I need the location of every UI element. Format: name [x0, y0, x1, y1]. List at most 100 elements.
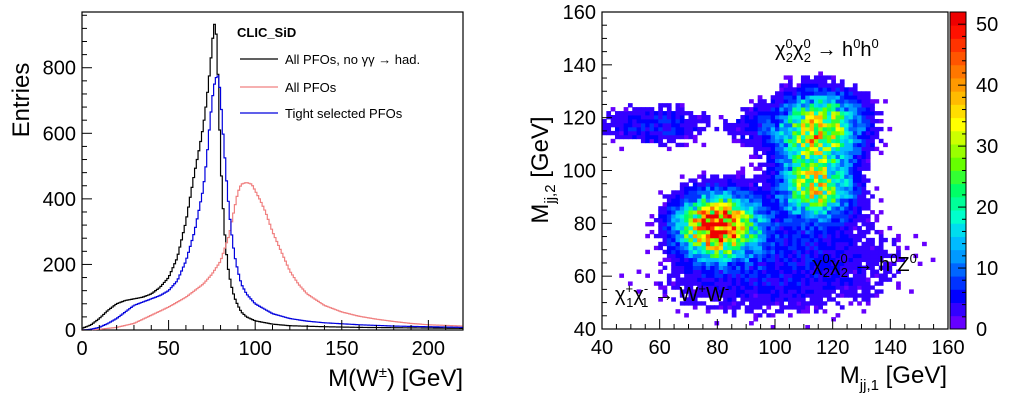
heatmap-cell: [779, 134, 785, 140]
heatmap-cell: [740, 206, 746, 211]
heatmap-cell: [697, 210, 702, 215]
heatmap-cell: [835, 91, 841, 96]
y-tick-label: 600: [43, 123, 76, 145]
heatmap-cell: [697, 130, 702, 136]
heatmap-cell: [736, 210, 741, 215]
heatmap-cell: [779, 245, 785, 251]
heatmap-cell: [852, 182, 858, 187]
heatmap-cell: [662, 126, 668, 132]
heatmap-cell: [723, 245, 728, 251]
heatmap-cell: [705, 281, 711, 286]
heatmap-cell: [610, 107, 616, 112]
heatmap-cell: [744, 285, 750, 290]
heatmap-cell: [675, 237, 681, 243]
heatmap-cell: [861, 126, 867, 132]
heatmap-cell: [861, 198, 867, 203]
heatmap-cell: [753, 182, 759, 187]
heatmap-cell: [826, 83, 832, 88]
heatmap-cell: [857, 261, 862, 266]
heatmap-cell: [675, 253, 681, 259]
heatmap-cell: [783, 83, 789, 88]
heatmap-cell: [822, 79, 828, 84]
heatmap-cell: [710, 214, 715, 219]
heatmap-cell: [922, 241, 927, 247]
heatmap-cell: [753, 166, 759, 171]
heatmap-cell: [636, 107, 642, 112]
heatmap-cell: [619, 130, 625, 136]
heatmap-cell: [770, 210, 776, 215]
heatmap-cell: [839, 146, 845, 152]
heatmap-cell: [779, 202, 785, 207]
heatmap-cell: [658, 285, 663, 290]
heatmap-cell: [727, 130, 733, 136]
heatmap-cell: [636, 269, 642, 274]
heatmap-cell: [727, 122, 733, 128]
heatmap-cell: [848, 146, 854, 152]
heatmap-cell: [800, 118, 806, 124]
heatmap-cell: [861, 285, 867, 290]
heatmap-cell: [783, 166, 789, 171]
heatmap-cell: [766, 174, 772, 179]
heatmap-cell: [770, 285, 776, 290]
heatmap-cell: [900, 257, 906, 263]
heatmap-cell: [766, 111, 772, 116]
heatmap-cell: [800, 182, 806, 187]
heatmap-cell: [727, 222, 733, 227]
heatmap-cell: [839, 166, 845, 171]
heatmap-cell: [800, 91, 806, 96]
heatmap-cell: [731, 233, 737, 239]
colorbar-swatch: [950, 183, 966, 198]
heatmap-cell: [831, 261, 836, 266]
x-tick-label: 80: [706, 337, 728, 359]
heatmap-cell: [749, 281, 754, 286]
heatmap-cell: [666, 126, 672, 132]
heatmap-cell: [805, 170, 810, 175]
heatmap-cell: [627, 118, 633, 124]
heatmap-cell: [861, 130, 867, 136]
heatmap-cell: [839, 162, 845, 167]
heatmap-cell: [740, 178, 746, 183]
heatmap-cell: [701, 186, 707, 191]
heatmap-cell: [705, 257, 711, 263]
heatmap-cell: [740, 182, 746, 187]
heatmap-cell: [736, 198, 741, 203]
heatmap-cell: [861, 91, 867, 96]
heatmap-cell: [839, 118, 845, 124]
heatmap-cell: [679, 237, 685, 243]
heatmap-cell: [839, 206, 845, 211]
heatmap-cell: [701, 269, 707, 274]
heatmap-cell: [666, 237, 672, 243]
heatmap-cell: [818, 111, 823, 116]
heatmap-cell: [723, 126, 728, 132]
heatmap-cell: [766, 210, 772, 215]
heatmap-cell: [697, 214, 702, 219]
heatmap-cell: [749, 297, 754, 302]
heatmap-cell: [658, 126, 663, 132]
heatmap-cell: [714, 186, 720, 191]
heatmap-cell: [710, 281, 715, 286]
heatmap-cell: [857, 174, 862, 179]
heatmap-cell: [787, 83, 793, 88]
heatmap-cell: [749, 293, 754, 298]
heatmap-cell: [826, 229, 832, 235]
heatmap-cell: [671, 194, 676, 199]
heatmap-cell: [779, 253, 785, 259]
heatmap-cell: [835, 166, 841, 171]
heatmap-cell: [870, 122, 875, 128]
heatmap-cell: [692, 269, 698, 274]
heatmap-cell: [792, 281, 798, 286]
x-tick-label: 140: [874, 337, 907, 359]
heatmap-cell: [831, 154, 836, 160]
heatmap-cell: [775, 174, 780, 179]
heatmap-cell: [809, 166, 815, 171]
heatmap-cell: [835, 233, 841, 239]
heatmap-cell: [602, 126, 607, 132]
heatmap-cell: [762, 218, 767, 223]
heatmap-cell: [775, 162, 780, 167]
heatmap-cell: [705, 253, 711, 259]
heatmap-cell: [692, 214, 698, 219]
heatmap-cell: [852, 214, 858, 219]
heatmap-cell: [805, 146, 810, 152]
heatmap-cell: [848, 150, 854, 156]
heatmap-cell: [684, 194, 689, 199]
